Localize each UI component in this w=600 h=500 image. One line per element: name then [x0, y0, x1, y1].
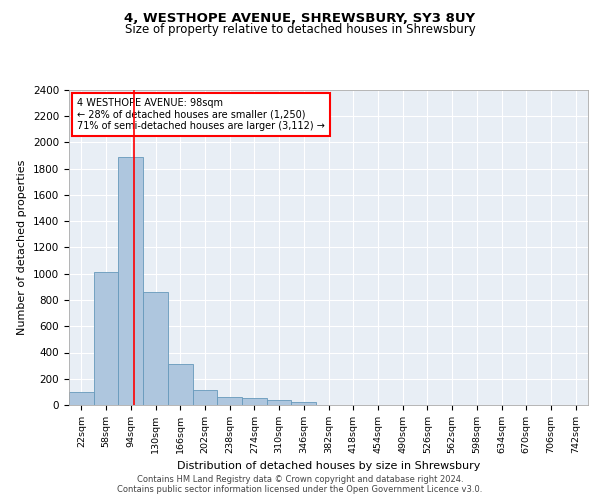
Text: Contains public sector information licensed under the Open Government Licence v3: Contains public sector information licen…: [118, 485, 482, 494]
Bar: [242, 398, 267, 405]
Y-axis label: Number of detached properties: Number of detached properties: [17, 160, 28, 335]
Bar: [118, 157, 143, 405]
X-axis label: Distribution of detached houses by size in Shrewsbury: Distribution of detached houses by size …: [177, 462, 480, 471]
Bar: [94, 272, 118, 405]
Text: Size of property relative to detached houses in Shrewsbury: Size of property relative to detached ho…: [125, 22, 475, 36]
Bar: [143, 292, 168, 405]
Bar: [193, 390, 217, 405]
Bar: [168, 364, 193, 405]
Bar: [267, 400, 292, 405]
Bar: [69, 392, 94, 405]
Text: 4, WESTHOPE AVENUE, SHREWSBURY, SY3 8UY: 4, WESTHOPE AVENUE, SHREWSBURY, SY3 8UY: [124, 12, 476, 26]
Text: Contains HM Land Registry data © Crown copyright and database right 2024.: Contains HM Land Registry data © Crown c…: [137, 475, 463, 484]
Bar: [217, 397, 242, 405]
Bar: [292, 402, 316, 405]
Text: 4 WESTHOPE AVENUE: 98sqm
← 28% of detached houses are smaller (1,250)
71% of sem: 4 WESTHOPE AVENUE: 98sqm ← 28% of detach…: [77, 98, 325, 131]
